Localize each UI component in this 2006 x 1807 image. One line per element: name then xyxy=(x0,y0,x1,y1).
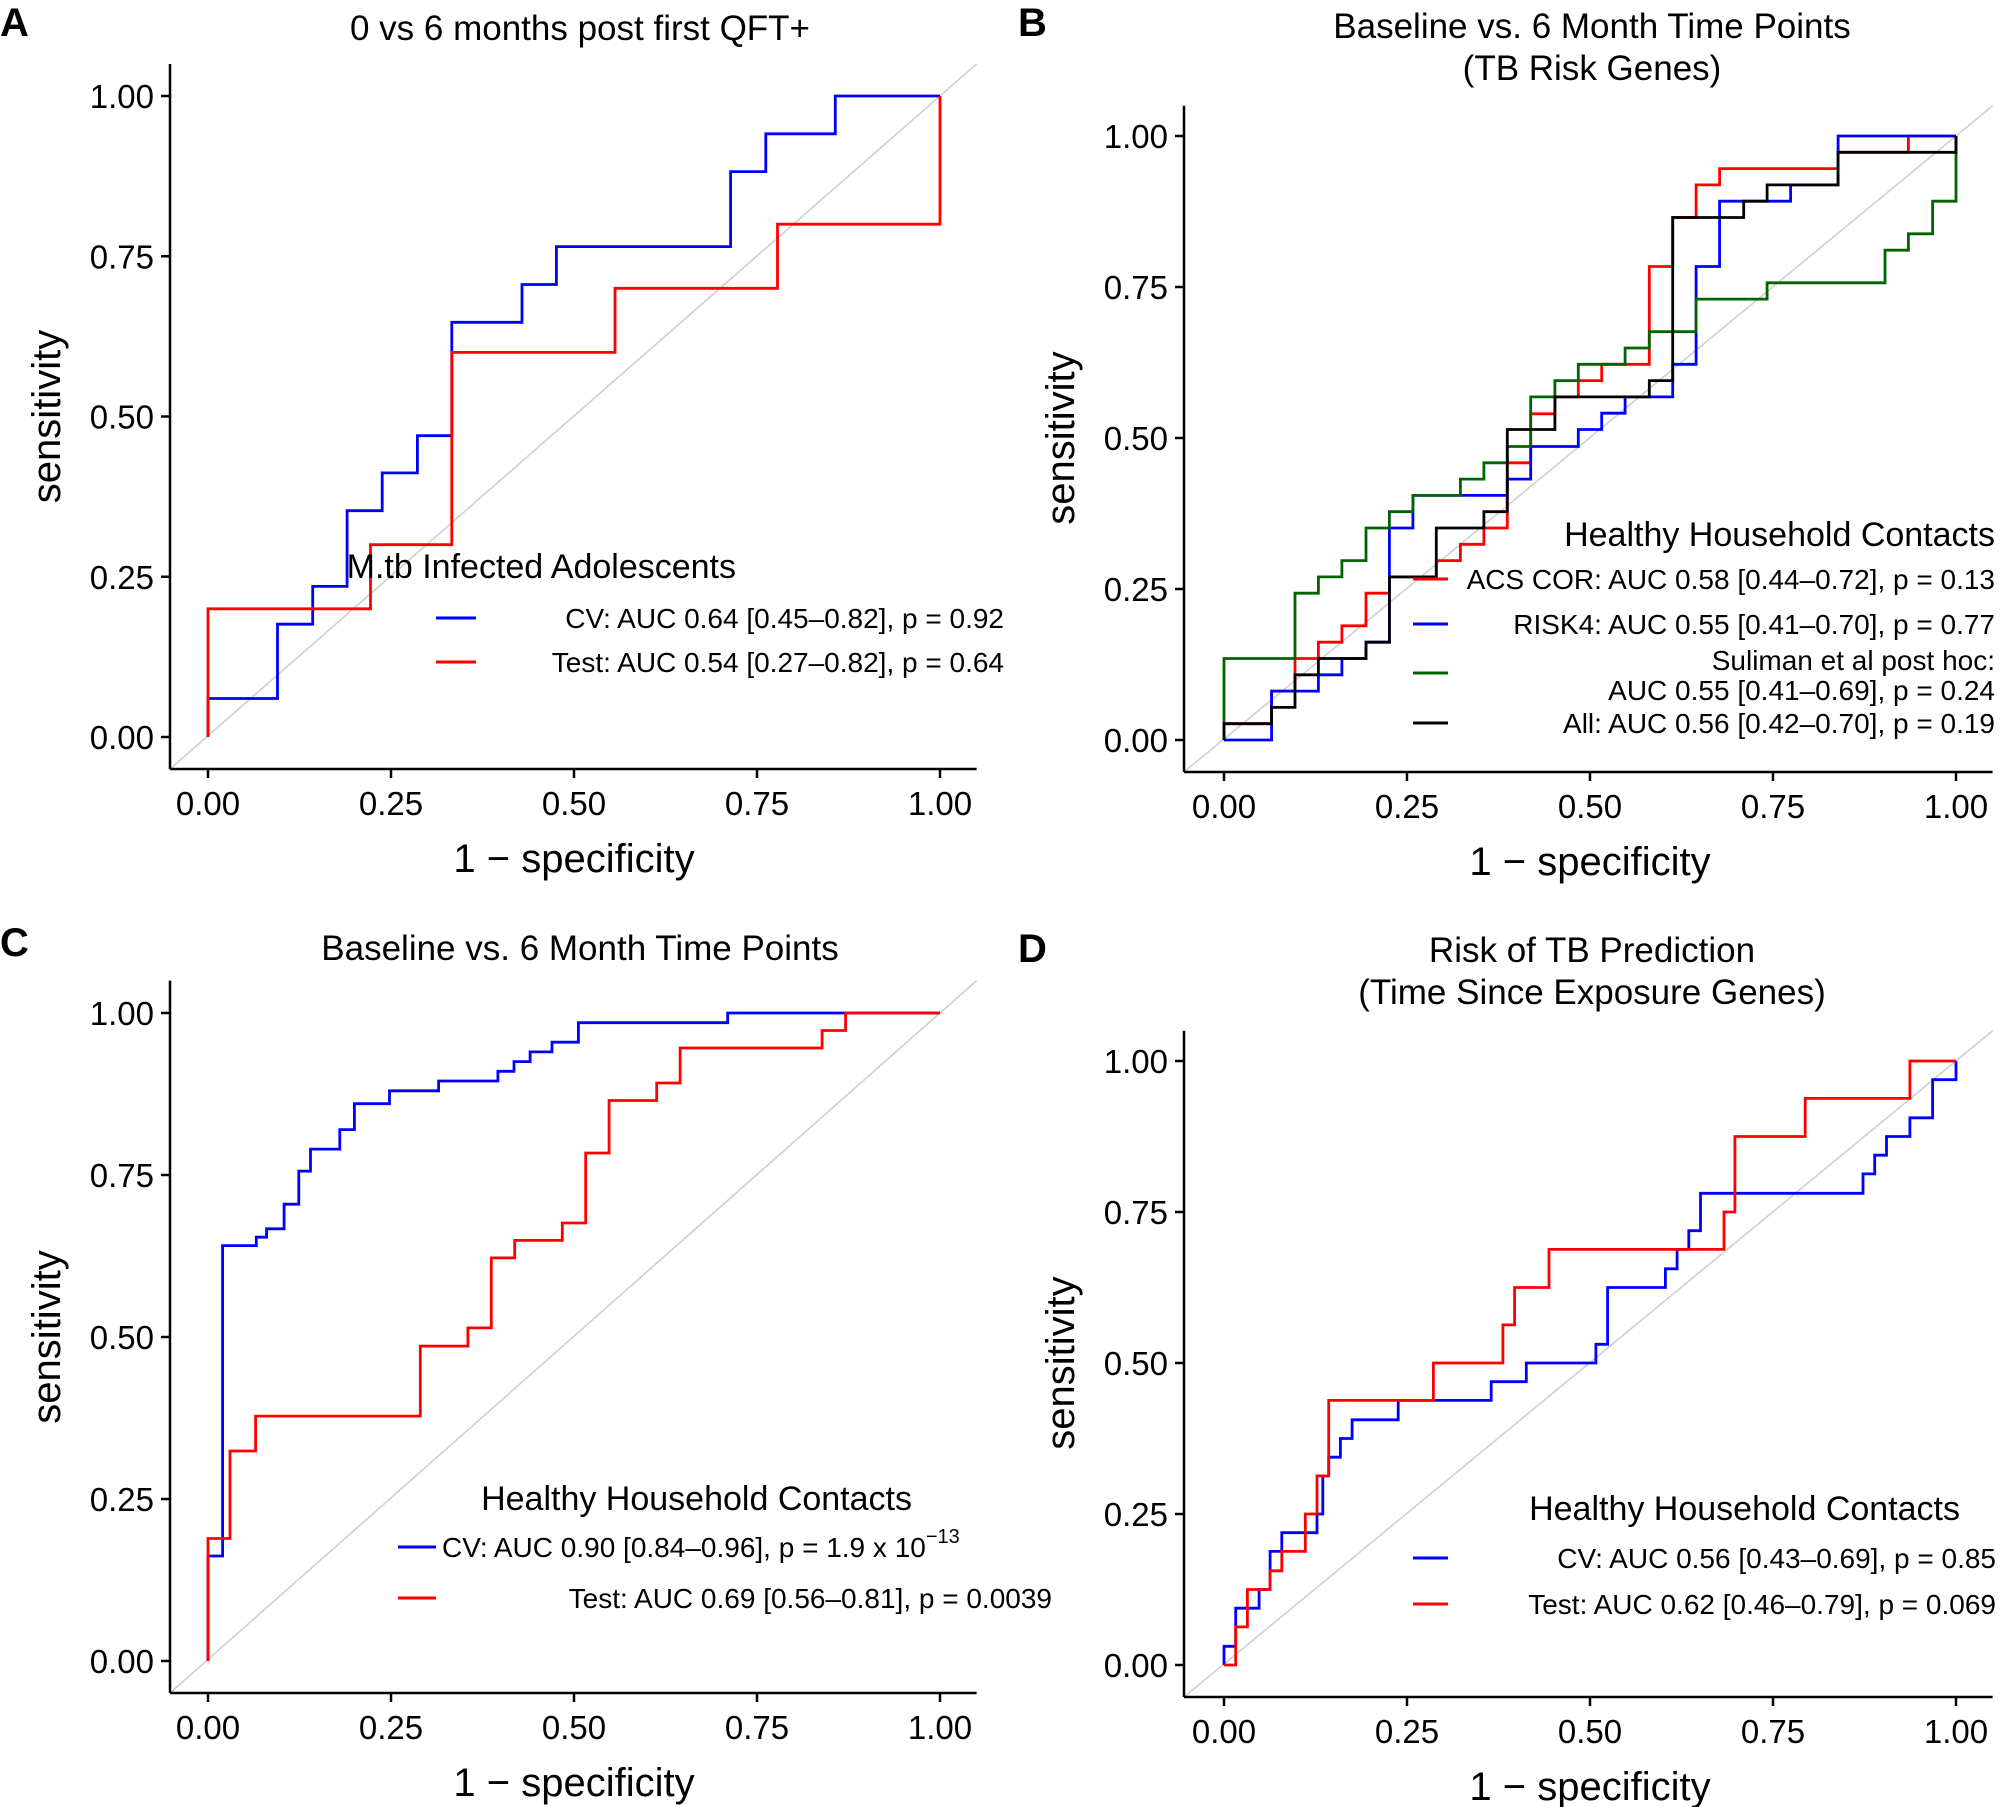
y-axis-title: sensitivity xyxy=(1039,351,1083,524)
y-tick-label: 1.00 xyxy=(90,78,154,115)
diagonal-reference-line xyxy=(169,980,978,1694)
x-tick-label: 0.50 xyxy=(542,1709,606,1746)
legend-title: Healthy Household Contacts xyxy=(1564,516,1995,554)
y-tick-label: 0.00 xyxy=(1104,722,1168,759)
y-tick-label: 0.75 xyxy=(90,1157,154,1194)
y-tick-label: 0.50 xyxy=(1104,1345,1168,1382)
legend: Healthy Household Contacts CV: AUC 0.56 [… xyxy=(1413,1490,1996,1620)
x-tick-label: 0.50 xyxy=(542,785,606,822)
y-tick-label: 1.00 xyxy=(90,995,154,1032)
y-axis-title: sensitivity xyxy=(1039,1276,1083,1449)
x-axis-title: 1 − specificity xyxy=(453,837,694,881)
x-tick-label: 0.75 xyxy=(1741,788,1805,825)
x-tick-label: 0.75 xyxy=(725,1709,789,1746)
chart-title: 0 vs 6 months post first QFT+ xyxy=(350,9,810,48)
panel-letter: B xyxy=(1018,1,1047,45)
panel-letter: C xyxy=(0,921,29,965)
y-tick-label: 0.25 xyxy=(1104,571,1168,608)
chart-title: Baseline vs. 6 Month Time Points xyxy=(1333,7,1850,46)
roc-curve-cv xyxy=(206,1011,940,1661)
x-tick-label: 0.50 xyxy=(1558,1713,1622,1750)
roc-curve-risk4 xyxy=(1224,134,1956,742)
y-tick-label: 0.00 xyxy=(1104,1647,1168,1684)
x-tick-label: 1.00 xyxy=(908,1709,972,1746)
panel-d: D Risk of TB Prediction(Time Since Exposu… xyxy=(1018,927,1996,1807)
chart-title: Baseline vs. 6 Month Time Points xyxy=(321,929,838,968)
x-axis-title: 1 − specificity xyxy=(453,1761,694,1805)
y-axis-title: sensitivity xyxy=(25,330,69,503)
chart-title: (TB Risk Genes) xyxy=(1463,49,1722,88)
y-tick-label: 0.50 xyxy=(90,1319,154,1356)
y-tick-label: 0.25 xyxy=(1104,1496,1168,1533)
legend-label: All: AUC 0.56 [0.42–0.70], p = 0.19 xyxy=(1563,708,1995,739)
legend-label: Test: AUC 0.69 [0.56–0.81], p = 0.0039 xyxy=(569,1583,1052,1614)
y-tick-label: 0.75 xyxy=(1104,269,1168,306)
panel-letter: D xyxy=(1018,927,1047,971)
panel-b: B Baseline vs. 6 Month Time Points(TB Ris… xyxy=(1018,1,1995,884)
legend-label: ACS COR: AUC 0.58 [0.44–0.72], p = 0.13 xyxy=(1467,564,1995,595)
y-tick-label: 0.25 xyxy=(90,1481,154,1518)
panel-c: C Baseline vs. 6 Month Time Points 0.00 0.0… xyxy=(0,921,1052,1805)
chart-title: Risk of TB Prediction xyxy=(1429,931,1755,970)
x-axis-title: 1 − specificity xyxy=(1469,1765,1710,1807)
legend-label: RISK4: AUC 0.55 [0.41–0.70], p = 0.77 xyxy=(1513,609,1995,640)
x-tick-label: 0.75 xyxy=(725,785,789,822)
legend-label: Test: AUC 0.54 [0.27–0.82], p = 0.64 xyxy=(552,647,1004,678)
legend: M.tb Infected Adolescents CV: AUC 0.64 [0… xyxy=(347,548,1004,678)
roc-curve-test xyxy=(206,1011,940,1661)
legend-title: Healthy Household Contacts xyxy=(481,1480,912,1518)
x-tick-label: 1.00 xyxy=(908,785,972,822)
legend-title: Healthy Household Contacts xyxy=(1529,1490,1960,1528)
x-tick-label: 0.00 xyxy=(1192,1713,1256,1750)
roc-curve-test xyxy=(1224,1059,1956,1667)
panel-letter: A xyxy=(0,1,29,45)
x-tick-label: 0.00 xyxy=(176,1709,240,1746)
y-tick-label: 0.75 xyxy=(1104,1194,1168,1231)
y-tick-label: 1.00 xyxy=(1104,118,1168,155)
x-tick-label: 0.75 xyxy=(1741,1713,1805,1750)
legend-label: CV: AUC 0.90 [0.84–0.96], p = 1.9 x 10−1… xyxy=(442,1526,960,1563)
x-tick-label: 0.25 xyxy=(1375,788,1439,825)
legend: Healthy Household Contacts ACS COR: AUC 0… xyxy=(1413,516,1995,739)
x-tick-label: 0.00 xyxy=(176,785,240,822)
y-axis-title: sensitivity xyxy=(25,1250,69,1423)
y-tick-label: 0.50 xyxy=(1104,420,1168,457)
legend-label: CV: AUC 0.56 [0.43–0.69], p = 0.85 xyxy=(1557,1543,1996,1574)
x-tick-label: 0.50 xyxy=(1558,788,1622,825)
x-tick-label: 0.25 xyxy=(1375,1713,1439,1750)
y-tick-label: 0.00 xyxy=(90,719,154,756)
legend: Healthy Household Contacts CV: AUC 0.90 [… xyxy=(398,1480,1052,1614)
y-tick-label: 0.00 xyxy=(90,1643,154,1680)
panel-a: A 0 vs 6 months post first QFT+ 0.00 0.00 0.… xyxy=(0,1,1004,881)
legend-label: CV: AUC 0.64 [0.45–0.82], p = 0.92 xyxy=(565,603,1004,634)
x-tick-label: 1.00 xyxy=(1924,1713,1988,1750)
y-tick-label: 1.00 xyxy=(1104,1043,1168,1080)
legend-label: Test: AUC 0.62 [0.46–0.79], p = 0.069 xyxy=(1528,1589,1996,1620)
x-axis-title: 1 − specificity xyxy=(1469,840,1710,884)
legend-label: AUC 0.55 [0.41–0.69], p = 0.24 xyxy=(1608,675,1995,706)
x-tick-label: 0.25 xyxy=(359,785,423,822)
x-tick-label: 0.00 xyxy=(1192,788,1256,825)
y-tick-label: 0.50 xyxy=(90,399,154,436)
chart-title: (Time Since Exposure Genes) xyxy=(1358,973,1826,1012)
legend-title: M.tb Infected Adolescents xyxy=(347,548,736,586)
roc-curve-all xyxy=(1222,136,1958,740)
diagonal-reference-line xyxy=(169,63,978,770)
y-tick-label: 0.25 xyxy=(90,559,154,596)
roc-curve-test xyxy=(206,96,942,737)
legend-superscript: −13 xyxy=(926,1526,960,1548)
legend-label: Suliman et al post hoc: xyxy=(1712,645,1995,676)
y-tick-label: 0.75 xyxy=(90,238,154,275)
x-tick-label: 0.25 xyxy=(359,1709,423,1746)
roc-curve-suliman-et-al-post-hoc xyxy=(1222,136,1958,740)
x-tick-label: 1.00 xyxy=(1924,788,1988,825)
roc-curve-cv xyxy=(1222,1061,1958,1665)
